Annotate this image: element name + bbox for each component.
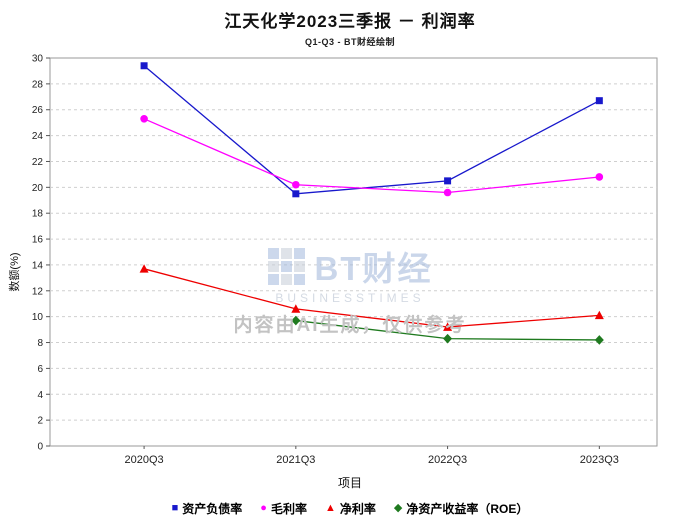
- svg-text:14: 14: [32, 260, 44, 271]
- chart-legend: ■ 资产负债率 ● 毛利率 ▲ 净利率 ◆ 净资产收益率（ROE）: [0, 500, 700, 517]
- svg-text:2: 2: [37, 416, 43, 427]
- svg-text:26: 26: [32, 105, 44, 116]
- chart-area: 数额(%) 0 2 4 6 8 10 12 14 16 18 20 22 24 26 28 30 2020Q3 2…: [0, 50, 700, 474]
- svg-text:0: 0: [37, 442, 43, 453]
- svg-text:2023Q3: 2023Q3: [580, 454, 619, 466]
- svg-text:2020Q3: 2020Q3: [125, 454, 164, 466]
- diamond-marker-icon: ◆: [393, 502, 403, 514]
- legend-label: 资产负债率: [182, 502, 243, 516]
- triangle-marker-icon: ▲: [324, 502, 336, 514]
- legend-item: ■ 资产负债率: [172, 500, 243, 517]
- svg-text:30: 30: [32, 54, 44, 65]
- svg-text:12: 12: [32, 286, 44, 297]
- svg-text:28: 28: [32, 79, 44, 90]
- y-axis-label: 数额(%): [9, 252, 21, 292]
- svg-text:16: 16: [32, 235, 44, 246]
- legend-label: 净利率: [339, 502, 376, 516]
- circle-marker-icon: ●: [260, 502, 267, 514]
- legend-label: 净资产收益率（ROE）: [406, 502, 529, 516]
- svg-text:20: 20: [32, 183, 44, 194]
- svg-text:2021Q3: 2021Q3: [276, 454, 315, 466]
- svg-text:24: 24: [32, 131, 44, 142]
- svg-text:22: 22: [32, 157, 44, 168]
- chart-subtitle: Q1-Q3 - BT财经绘制: [304, 37, 395, 47]
- chart-title: 江天化学2023三季报 － 利润率: [224, 12, 476, 31]
- legend-item: ◆ 净资产收益率（ROE）: [394, 500, 528, 517]
- svg-text:6: 6: [37, 364, 43, 375]
- svg-text:10: 10: [32, 312, 44, 323]
- legend-label: 毛利率: [270, 502, 307, 516]
- legend-item: ● 毛利率: [260, 500, 307, 517]
- svg-text:18: 18: [32, 209, 44, 220]
- legend-item: ▲ 净利率: [325, 500, 376, 517]
- svg-text:4: 4: [37, 390, 43, 401]
- svg-text:2022Q3: 2022Q3: [428, 454, 467, 466]
- x-axis-label: 项目: [337, 476, 362, 490]
- svg-text:8: 8: [37, 338, 43, 349]
- square-marker-icon: ■: [171, 502, 179, 514]
